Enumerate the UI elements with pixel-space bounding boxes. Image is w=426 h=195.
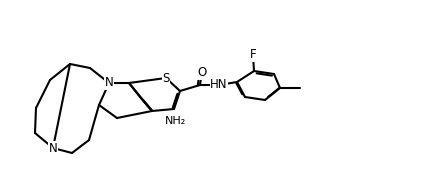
Text: HN: HN	[210, 79, 227, 91]
Text: N: N	[104, 76, 113, 90]
Text: O: O	[197, 66, 206, 80]
Text: NH₂: NH₂	[165, 116, 186, 126]
Text: N: N	[49, 142, 57, 154]
Text: S: S	[162, 72, 169, 84]
Text: F: F	[249, 49, 256, 61]
